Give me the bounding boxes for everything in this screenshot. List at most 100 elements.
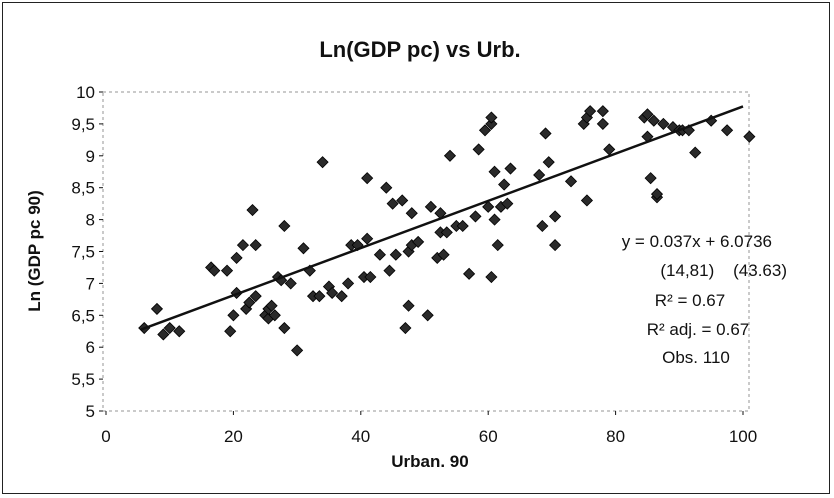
data-point-marker <box>657 117 670 130</box>
y-tick-label: 7,5 <box>71 243 95 262</box>
data-point-marker <box>482 200 495 213</box>
data-point-marker <box>721 124 734 137</box>
observation-count: Obs. 110 <box>662 348 730 367</box>
x-axis: 0 20 40 60 80 100 <box>101 411 757 446</box>
data-point-marker <box>291 344 304 357</box>
data-point-marker <box>437 248 450 261</box>
y-tick-label: 6 <box>86 338 95 357</box>
data-point-marker <box>297 242 310 255</box>
data-point-marker <box>472 143 485 156</box>
data-point-marker <box>485 270 498 284</box>
data-point-marker <box>498 178 511 191</box>
y-tick-label: 8,5 <box>71 179 95 198</box>
data-point-marker <box>485 117 498 130</box>
data-point-marker <box>743 130 756 143</box>
data-point-marker <box>491 239 504 252</box>
data-point-marker <box>440 226 453 239</box>
data-point-marker <box>549 210 562 223</box>
data-point-marker <box>539 127 552 140</box>
data-point-marker <box>644 172 657 185</box>
y-tick-label: 10 <box>76 83 95 102</box>
data-point-marker <box>443 149 457 162</box>
data-point-marker <box>380 181 393 194</box>
trendline <box>140 105 744 331</box>
data-point-marker <box>536 219 549 233</box>
data-point-marker <box>361 232 374 245</box>
data-point-marker <box>488 165 501 178</box>
data-point-marker <box>399 321 412 335</box>
data-point-marker <box>596 117 609 130</box>
regression-equation: y = 0.037x + 6.0736 <box>622 232 772 251</box>
data-point-marker <box>504 162 517 175</box>
data-point-marker <box>386 197 399 210</box>
data-point-marker <box>650 188 664 201</box>
data-point-marker <box>596 105 609 118</box>
y-axis-title: Ln (GDP pc 90) <box>25 190 44 312</box>
data-point-marker <box>478 124 492 137</box>
data-point-marker <box>402 299 415 312</box>
data-point-marker <box>224 325 237 338</box>
data-point-marker <box>469 210 482 223</box>
x-tick-label: 20 <box>224 427 243 446</box>
data-point-marker <box>243 296 256 309</box>
x-tick-label: 60 <box>479 427 498 446</box>
data-point-marker <box>208 264 221 277</box>
data-point-marker <box>549 239 562 252</box>
x-tick-label: 0 <box>101 427 110 446</box>
y-tick-label: 5 <box>86 402 95 421</box>
data-point-marker <box>278 219 291 233</box>
data-point-marker <box>150 302 164 315</box>
data-point-marker <box>284 277 297 290</box>
data-point-marker <box>220 264 234 277</box>
y-tick-label: 7 <box>86 274 95 293</box>
data-point-marker <box>412 235 425 248</box>
data-point-marker <box>396 194 409 207</box>
x-tick-label: 100 <box>729 427 757 446</box>
data-point-marker <box>268 309 281 322</box>
y-tick-label: 8 <box>86 211 95 230</box>
data-point-marker <box>335 290 348 303</box>
r-squared: R² = 0.67 <box>655 291 725 310</box>
data-point-marker <box>689 146 702 159</box>
data-point-marker <box>265 299 278 312</box>
data-point-marker <box>341 277 355 290</box>
y-tick-label: 9,5 <box>71 115 95 134</box>
data-point-marker <box>249 239 262 252</box>
data-point-marker <box>373 248 386 261</box>
data-point-marker <box>647 114 660 127</box>
chart-title: Ln(GDP pc) vs Urb. <box>319 37 520 62</box>
data-point-marker <box>278 321 291 335</box>
data-point-marker <box>163 321 176 335</box>
data-point-marker <box>383 264 396 277</box>
data-point-marker <box>361 172 374 185</box>
data-point-marker <box>313 290 326 303</box>
data-point-marker <box>424 200 437 213</box>
y-tick-label: 9 <box>86 147 95 166</box>
data-point-marker <box>389 248 402 261</box>
data-point-marker <box>501 197 514 210</box>
data-point-marker <box>227 309 240 322</box>
data-point-marker <box>641 108 654 121</box>
data-point-marker <box>533 168 546 182</box>
data-point-marker <box>580 194 594 207</box>
data-point-marker <box>157 328 170 341</box>
data-point-marker <box>364 270 377 284</box>
data-point-marker <box>316 156 329 169</box>
data-point-marker <box>421 309 434 322</box>
data-point-marker <box>249 290 262 303</box>
data-point-marker <box>488 213 501 226</box>
y-tick-label: 5,5 <box>71 370 95 389</box>
r-squared-adjusted: R² adj. = 0.67 <box>647 320 750 339</box>
data-point-marker <box>463 267 476 280</box>
x-tick-label: 40 <box>351 427 370 446</box>
data-point-marker <box>564 175 578 188</box>
y-tick-label: 6,5 <box>71 306 95 325</box>
data-point-marker <box>246 203 259 217</box>
data-point-marker <box>405 207 418 220</box>
data-point-marker <box>236 239 250 252</box>
data-point-marker <box>584 105 597 118</box>
data-point-marker <box>456 219 469 233</box>
data-point-marker <box>326 286 339 300</box>
data-point-marker <box>173 325 186 338</box>
